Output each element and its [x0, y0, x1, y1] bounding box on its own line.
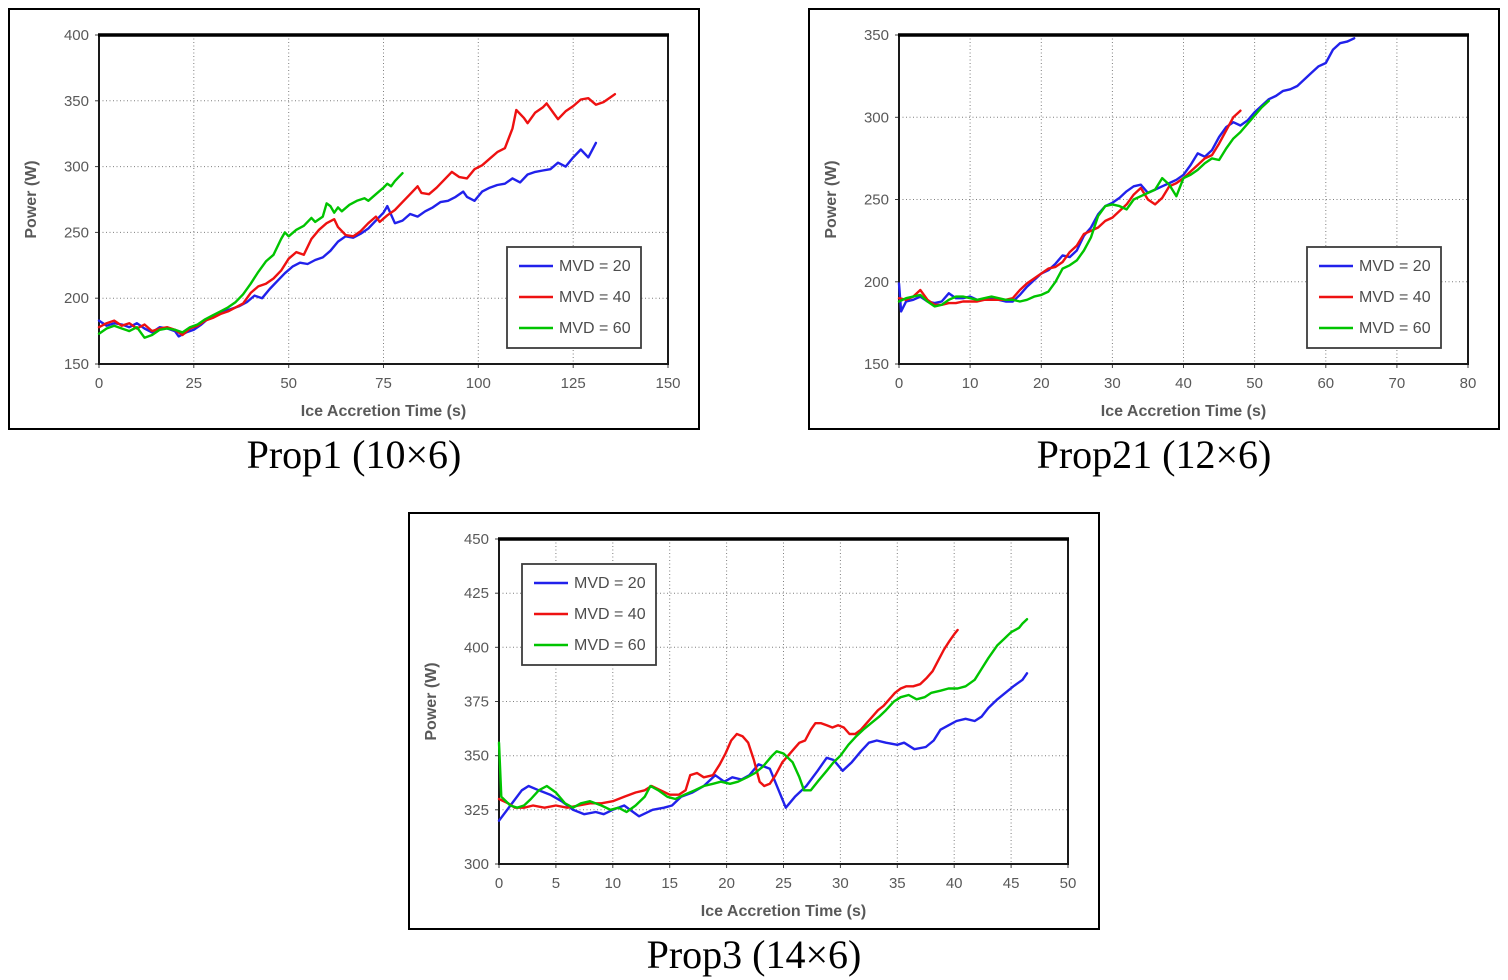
- chart-box-prop1: 0 25 50 75 100 125 150 150 200 250 300 350 400 Ice Ac…: [8, 8, 700, 430]
- legend-label: MVD = 20: [559, 258, 631, 275]
- x-tick-label: 10: [604, 875, 621, 892]
- chart-box-prop21: 0 10 20 30 40 50 60 70 80 150 200 250 300 350 Ice Accr…: [808, 8, 1500, 430]
- x-tick-label: 50: [1060, 875, 1077, 892]
- chart-figure-prop21: 0 10 20 30 40 50 60 70 80 150 200 250 300 350 Ice Accr…: [808, 8, 1500, 477]
- x-tick-label: 25: [185, 375, 202, 392]
- caption-prop21: Prop21 (12×6): [1036, 432, 1272, 477]
- series-line-mvd-40: [897, 109, 1242, 306]
- y-tick-label: 350: [864, 27, 889, 44]
- chart-svg-prop1: 0 25 50 75 100 125 150 150 200 250 300 350 400 Ice Ac…: [23, 27, 681, 420]
- chart-svg-prop3: 0 5 10 15 20 25 30 35 40 45 50 300 325 350 375 400 425 45…: [423, 531, 1077, 920]
- x-tick-label: 35: [889, 875, 906, 892]
- x-tick-label: 0: [95, 375, 103, 392]
- y-tick-label: 300: [464, 856, 489, 873]
- x-tick-label: 30: [832, 875, 849, 892]
- x-tick-label: 100: [466, 375, 491, 392]
- chart-figure-prop1: 0 25 50 75 100 125 150 150 200 250 300 350 400 Ice Ac…: [8, 8, 700, 477]
- x-tick-label: 125: [561, 375, 586, 392]
- y-tick-label: 250: [64, 224, 89, 241]
- series-line-mvd-40: [497, 628, 959, 809]
- legend-label: MVD = 20: [1359, 258, 1431, 275]
- y-tick-label: 400: [64, 27, 89, 44]
- y-tick-label: 350: [64, 93, 89, 110]
- x-tick-label: 20: [718, 875, 735, 892]
- x-tick-label: 50: [1246, 375, 1263, 392]
- x-tick-label: 20: [1033, 375, 1050, 392]
- y-axis-title: Power (W): [423, 662, 440, 740]
- x-tick-label: 40: [946, 875, 963, 892]
- x-axis-title: Ice Accretion Time (s): [701, 903, 866, 920]
- legend-label: MVD = 40: [559, 289, 631, 306]
- y-tick-label: 300: [864, 109, 889, 126]
- legend-label: MVD = 60: [1359, 320, 1431, 337]
- x-tick-label: 70: [1389, 375, 1406, 392]
- x-tick-label: 80: [1460, 375, 1477, 392]
- caption-prop3: Prop3 (14×6): [646, 932, 862, 977]
- y-tick-label: 200: [64, 290, 89, 307]
- y-tick-label: 400: [464, 639, 489, 656]
- x-tick-label: 75: [375, 375, 392, 392]
- caption-prop1: Prop1 (10×6): [246, 432, 462, 477]
- y-tick-label: 300: [64, 159, 89, 176]
- legend-label: MVD = 60: [559, 320, 631, 337]
- x-tick-label: 0: [895, 375, 903, 392]
- chart-svg-prop21: 0 10 20 30 40 50 60 70 80 150 200 250 300 350 Ice Accr…: [823, 27, 1477, 420]
- y-tick-label: 375: [464, 694, 489, 711]
- y-tick-label: 250: [864, 192, 889, 209]
- x-tick-label: 150: [655, 375, 680, 392]
- chart-figure-prop3: 0 5 10 15 20 25 30 35 40 45 50 300 325 350 375 400 425 45…: [408, 512, 1100, 977]
- x-tick-label: 15: [661, 875, 678, 892]
- y-tick-label: 425: [464, 585, 489, 602]
- y-tick-label: 150: [64, 356, 89, 373]
- series-line-mvd-20: [497, 672, 1029, 822]
- chart-box-prop3: 0 5 10 15 20 25 30 35 40 45 50 300 325 350 375 400 425 45…: [408, 512, 1100, 930]
- series-line-mvd-20: [897, 37, 1356, 313]
- y-tick-label: 150: [864, 356, 889, 373]
- y-axis-title: Power (W): [23, 160, 40, 238]
- series-line-mvd-20: [97, 141, 598, 338]
- series-line-mvd-60: [97, 171, 404, 339]
- series-line-mvd-60: [497, 617, 1029, 814]
- legend-label: MVD = 60: [574, 637, 646, 654]
- x-tick-label: 10: [962, 375, 979, 392]
- x-tick-label: 50: [280, 375, 297, 392]
- x-tick-label: 25: [775, 875, 792, 892]
- y-axis-title: Power (W): [823, 160, 840, 238]
- x-tick-label: 0: [495, 875, 503, 892]
- x-tick-label: 60: [1317, 375, 1334, 392]
- series-line-mvd-60: [897, 99, 1271, 308]
- y-tick-label: 450: [464, 531, 489, 548]
- y-tick-label: 200: [864, 274, 889, 291]
- x-tick-label: 45: [1003, 875, 1020, 892]
- x-axis-title: Ice Accretion Time (s): [1101, 403, 1266, 420]
- legend-label: MVD = 40: [1359, 289, 1431, 306]
- legend-label: MVD = 20: [574, 575, 646, 592]
- x-tick-label: 40: [1175, 375, 1192, 392]
- x-tick-label: 5: [552, 875, 560, 892]
- x-tick-label: 30: [1104, 375, 1121, 392]
- x-axis-title: Ice Accretion Time (s): [301, 403, 466, 420]
- y-tick-label: 325: [464, 802, 489, 819]
- y-tick-label: 350: [464, 748, 489, 765]
- legend-label: MVD = 40: [574, 606, 646, 623]
